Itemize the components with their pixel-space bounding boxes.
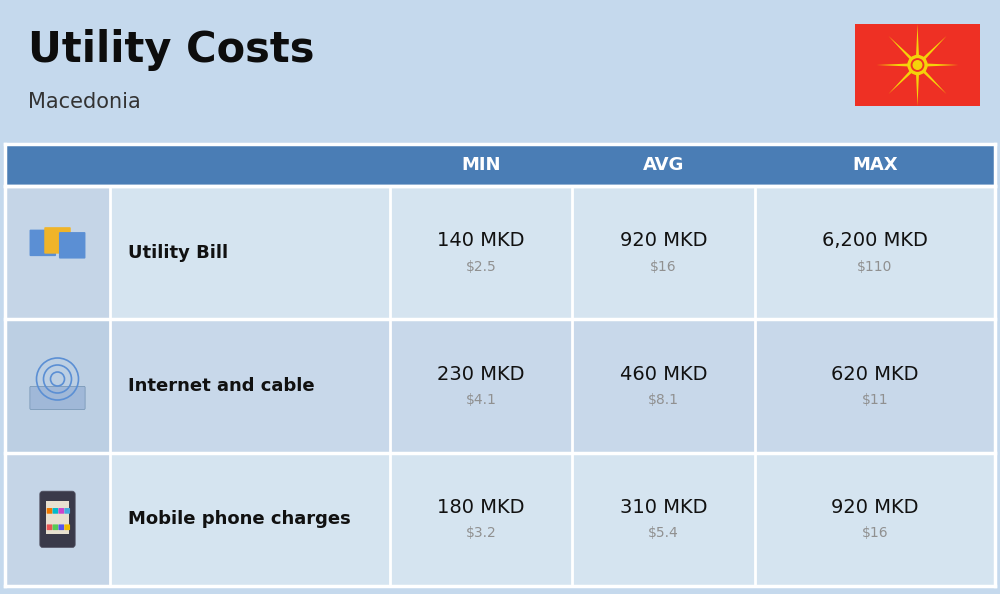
FancyBboxPatch shape bbox=[30, 387, 85, 409]
Text: 620 MKD: 620 MKD bbox=[831, 365, 919, 384]
FancyBboxPatch shape bbox=[5, 453, 110, 586]
Polygon shape bbox=[916, 74, 919, 106]
Text: $5.4: $5.4 bbox=[648, 526, 679, 541]
Polygon shape bbox=[876, 64, 909, 67]
Text: Utility Costs: Utility Costs bbox=[28, 29, 314, 71]
Polygon shape bbox=[922, 70, 946, 94]
Polygon shape bbox=[922, 36, 946, 60]
FancyBboxPatch shape bbox=[58, 508, 64, 514]
Text: Utility Bill: Utility Bill bbox=[128, 244, 228, 262]
Text: 920 MKD: 920 MKD bbox=[831, 498, 919, 517]
Text: $16: $16 bbox=[650, 260, 677, 274]
Polygon shape bbox=[889, 70, 913, 94]
Text: $8.1: $8.1 bbox=[648, 393, 679, 407]
FancyBboxPatch shape bbox=[5, 186, 110, 320]
Text: $2.5: $2.5 bbox=[466, 260, 496, 274]
FancyBboxPatch shape bbox=[64, 525, 70, 530]
Text: MIN: MIN bbox=[461, 156, 501, 174]
Text: 310 MKD: 310 MKD bbox=[620, 498, 707, 517]
FancyBboxPatch shape bbox=[47, 525, 52, 530]
FancyBboxPatch shape bbox=[30, 230, 56, 256]
FancyBboxPatch shape bbox=[5, 186, 995, 320]
Text: 460 MKD: 460 MKD bbox=[620, 365, 707, 384]
Circle shape bbox=[908, 55, 927, 74]
FancyBboxPatch shape bbox=[47, 508, 52, 514]
FancyBboxPatch shape bbox=[58, 525, 64, 530]
Polygon shape bbox=[916, 24, 919, 56]
FancyBboxPatch shape bbox=[40, 491, 75, 548]
FancyBboxPatch shape bbox=[5, 320, 995, 453]
Text: Macedonia: Macedonia bbox=[28, 92, 141, 112]
FancyBboxPatch shape bbox=[855, 24, 980, 106]
Circle shape bbox=[913, 61, 922, 69]
Text: $11: $11 bbox=[862, 393, 888, 407]
Text: AVG: AVG bbox=[643, 156, 684, 174]
Text: MAX: MAX bbox=[852, 156, 898, 174]
FancyBboxPatch shape bbox=[53, 525, 58, 530]
Circle shape bbox=[911, 59, 924, 71]
Text: $4.1: $4.1 bbox=[466, 393, 496, 407]
Text: 180 MKD: 180 MKD bbox=[437, 498, 525, 517]
FancyBboxPatch shape bbox=[44, 227, 71, 254]
Text: 230 MKD: 230 MKD bbox=[437, 365, 525, 384]
FancyBboxPatch shape bbox=[53, 508, 58, 514]
FancyBboxPatch shape bbox=[5, 320, 110, 453]
FancyBboxPatch shape bbox=[64, 508, 70, 514]
Text: 920 MKD: 920 MKD bbox=[620, 231, 707, 250]
FancyBboxPatch shape bbox=[46, 501, 69, 533]
FancyBboxPatch shape bbox=[5, 144, 995, 186]
Text: 140 MKD: 140 MKD bbox=[437, 231, 525, 250]
FancyBboxPatch shape bbox=[59, 232, 85, 258]
Text: $3.2: $3.2 bbox=[466, 526, 496, 541]
Polygon shape bbox=[889, 36, 913, 60]
FancyBboxPatch shape bbox=[5, 453, 995, 586]
Polygon shape bbox=[926, 64, 959, 67]
Text: Mobile phone charges: Mobile phone charges bbox=[128, 510, 351, 528]
Text: 6,200 MKD: 6,200 MKD bbox=[822, 231, 928, 250]
Text: $110: $110 bbox=[857, 260, 893, 274]
Text: $16: $16 bbox=[862, 526, 888, 541]
Text: Internet and cable: Internet and cable bbox=[128, 377, 315, 395]
